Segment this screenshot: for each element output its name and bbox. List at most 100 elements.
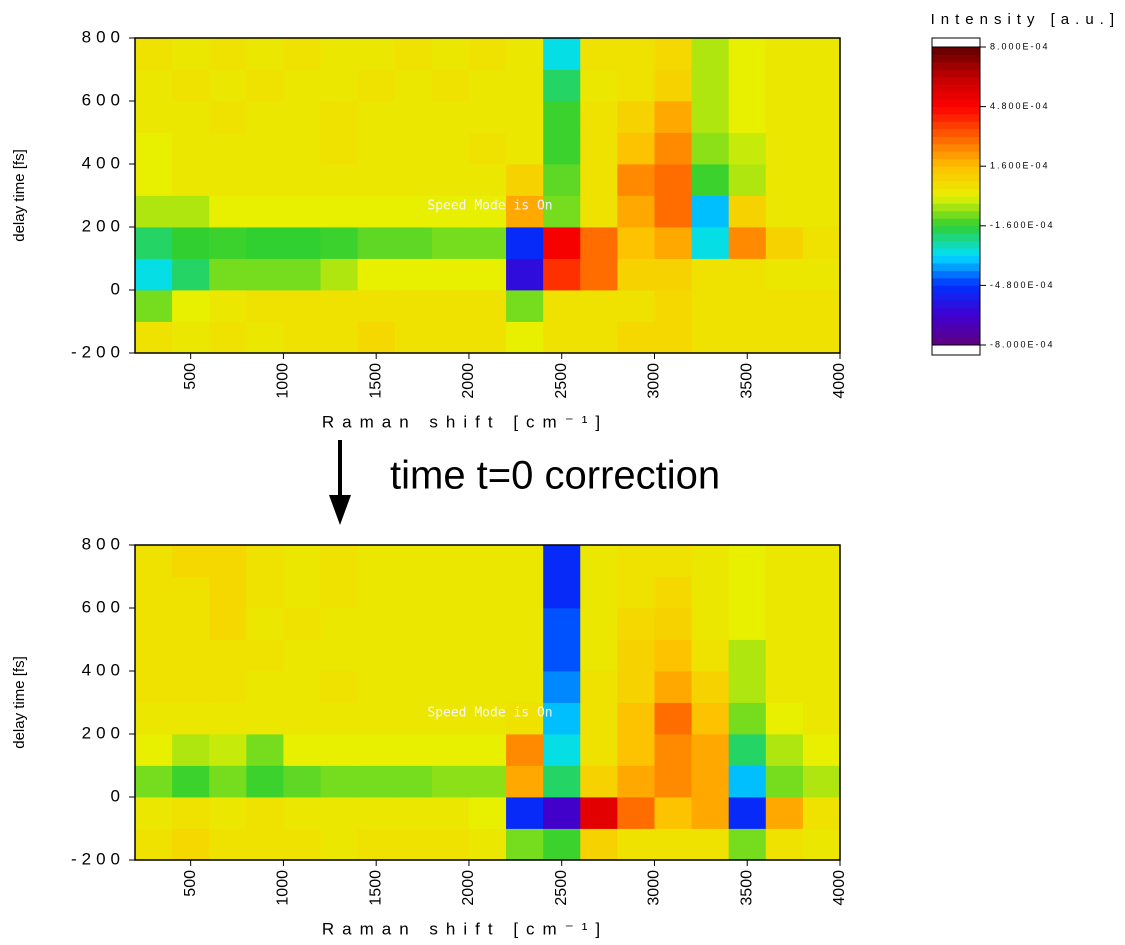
- heatmap-cell: [209, 671, 247, 703]
- heatmap-cell: [580, 321, 618, 354]
- heatmap-cell: [172, 576, 210, 609]
- heatmap-cell: [283, 639, 321, 672]
- heatmap-cell: [320, 734, 359, 766]
- colorbar-cap: [931, 344, 981, 356]
- heatmap-cell: [765, 576, 804, 609]
- heatmap-cell: [135, 545, 173, 577]
- heatmap-cell: [357, 545, 396, 577]
- heatmap-cell: [580, 765, 618, 798]
- heatmap-cell: [431, 702, 470, 735]
- watermark: Speed Mode is On: [427, 706, 552, 721]
- heatmap-cell: [431, 101, 470, 133]
- heatmap-cell: [394, 608, 433, 640]
- heatmap-cell: [543, 290, 581, 322]
- heatmap-cell: [580, 828, 618, 861]
- heatmap-cell: [172, 765, 210, 798]
- heatmap-cell: [135, 195, 173, 228]
- heatmap-cell: [617, 545, 655, 577]
- heatmap-cell: [543, 702, 581, 735]
- heatmap-cell: [394, 38, 433, 70]
- heatmap-cell: [135, 132, 173, 165]
- heatmap-cell: [765, 734, 804, 766]
- colorbar-band: [932, 76, 980, 85]
- heatmap-cell: [357, 38, 396, 70]
- colorbar-band: [932, 255, 980, 264]
- heatmap-cell: [691, 227, 730, 259]
- heatmap-cell: [691, 132, 730, 165]
- y-axis-label: delay time [fs]: [11, 149, 28, 242]
- heatmap-cell: [283, 797, 321, 829]
- heatmap-cell: [320, 164, 359, 196]
- heatmap-cell: [506, 164, 544, 196]
- heatmap-cell: [765, 38, 804, 70]
- heatmap-cell: [765, 101, 804, 133]
- heatmap-cell: [728, 38, 767, 70]
- heatmap-cell: [246, 828, 284, 861]
- heatmap-cell: [431, 258, 470, 291]
- x-tick-label: 3000: [646, 363, 663, 399]
- x-tick-label: 1500: [367, 363, 384, 399]
- heatmap-cell: [209, 828, 247, 861]
- heatmap-cell: [320, 132, 359, 165]
- heatmap-cell: [543, 69, 581, 102]
- heatmap-cell: [394, 828, 433, 861]
- heatmap-cell: [283, 227, 321, 259]
- heatmap-cell: [320, 671, 359, 703]
- heatmap-cell: [765, 545, 804, 577]
- heatmap-cell: [691, 290, 730, 322]
- heatmap-cell: [802, 734, 841, 766]
- x-axis-label: Raman shift [cm⁻¹]: [322, 412, 608, 431]
- heatmap-cell: [357, 321, 396, 354]
- heatmap-cell: [654, 38, 692, 70]
- heatmap-cell: [543, 258, 581, 291]
- heatmap-cell: [728, 608, 767, 640]
- heatmap-cell: [506, 702, 544, 735]
- heatmap-cell: [506, 195, 544, 228]
- colorbar-band: [932, 158, 980, 167]
- x-tick-label: 500: [182, 363, 199, 390]
- heatmap-cell: [468, 639, 507, 672]
- heatmap-cell: [394, 227, 433, 259]
- heatmap-cell: [246, 101, 284, 133]
- heatmap-cell: [728, 227, 767, 259]
- heatmap-cell: [468, 258, 507, 291]
- heatmap-cell: [209, 132, 247, 165]
- x-tick-label: 2500: [553, 363, 570, 399]
- heatmap-cell: [135, 797, 173, 829]
- heatmap-cell: [283, 545, 321, 577]
- heatmap-cell: [691, 702, 730, 735]
- y-tick-label: 600: [82, 90, 125, 109]
- colorbar-band: [932, 196, 980, 204]
- heatmap-cell: [135, 702, 173, 735]
- heatmap-cell: [654, 828, 692, 861]
- heatmap-cell: [691, 797, 730, 829]
- heatmap-cell: [506, 765, 544, 798]
- plot-frame: [134, 544, 841, 861]
- heatmap-cell: [468, 576, 507, 609]
- heatmap-cell: [246, 258, 284, 291]
- heatmap-cell: [617, 69, 655, 102]
- heatmap-cell: [209, 576, 247, 609]
- heatmap-cell: [283, 101, 321, 133]
- heatmap-cell: [728, 290, 767, 322]
- colorbar-band: [932, 181, 980, 189]
- heatmap-cell: [468, 702, 507, 735]
- colorbar-band: [932, 210, 980, 219]
- heatmap-cell: [246, 545, 284, 577]
- heatmap-cell: [431, 164, 470, 196]
- colorbar-band: [932, 240, 980, 249]
- heatmap-cell: [357, 227, 396, 259]
- heatmap-cell: [431, 797, 470, 829]
- heatmap-cell: [283, 38, 321, 70]
- heatmap-cell: [802, 828, 841, 861]
- heatmap-cell: [135, 227, 173, 259]
- heatmap-cell: [543, 38, 581, 70]
- heatmap-cell: [765, 828, 804, 861]
- y-tick-label: -200: [71, 342, 125, 361]
- heatmap-cell: [172, 195, 210, 228]
- heatmap-cell: [691, 195, 730, 228]
- heatmap-cell: [320, 797, 359, 829]
- colorbar-band: [932, 337, 980, 346]
- heatmap-cell: [728, 671, 767, 703]
- heatmap-cell: [431, 321, 470, 354]
